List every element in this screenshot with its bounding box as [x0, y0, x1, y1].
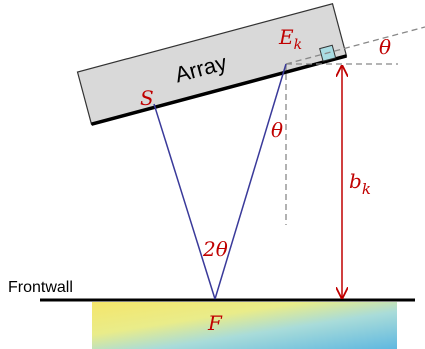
element-label-sub: k [294, 37, 302, 53]
element-label-base: E [278, 25, 294, 49]
height-label-base: b [349, 169, 362, 193]
ray-source [154, 104, 215, 299]
ray-angle-label: θ [271, 118, 283, 142]
height-label-sub: k [362, 180, 371, 198]
height-label: bk [349, 169, 371, 198]
diagram: Array S Ek θ θ 2θ bk Frontwall F [0, 0, 425, 349]
source-label: S [140, 86, 154, 110]
tilt-angle-label: θ [379, 35, 391, 59]
page: {"array_label": "Array", "source_label":… [0, 0, 425, 349]
specimen-texture [92, 302, 397, 349]
focus-label: F [207, 311, 223, 335]
surface-label: Frontwall [8, 279, 73, 296]
apex-angle-label: 2θ [202, 237, 228, 261]
ray-element [215, 64, 286, 299]
